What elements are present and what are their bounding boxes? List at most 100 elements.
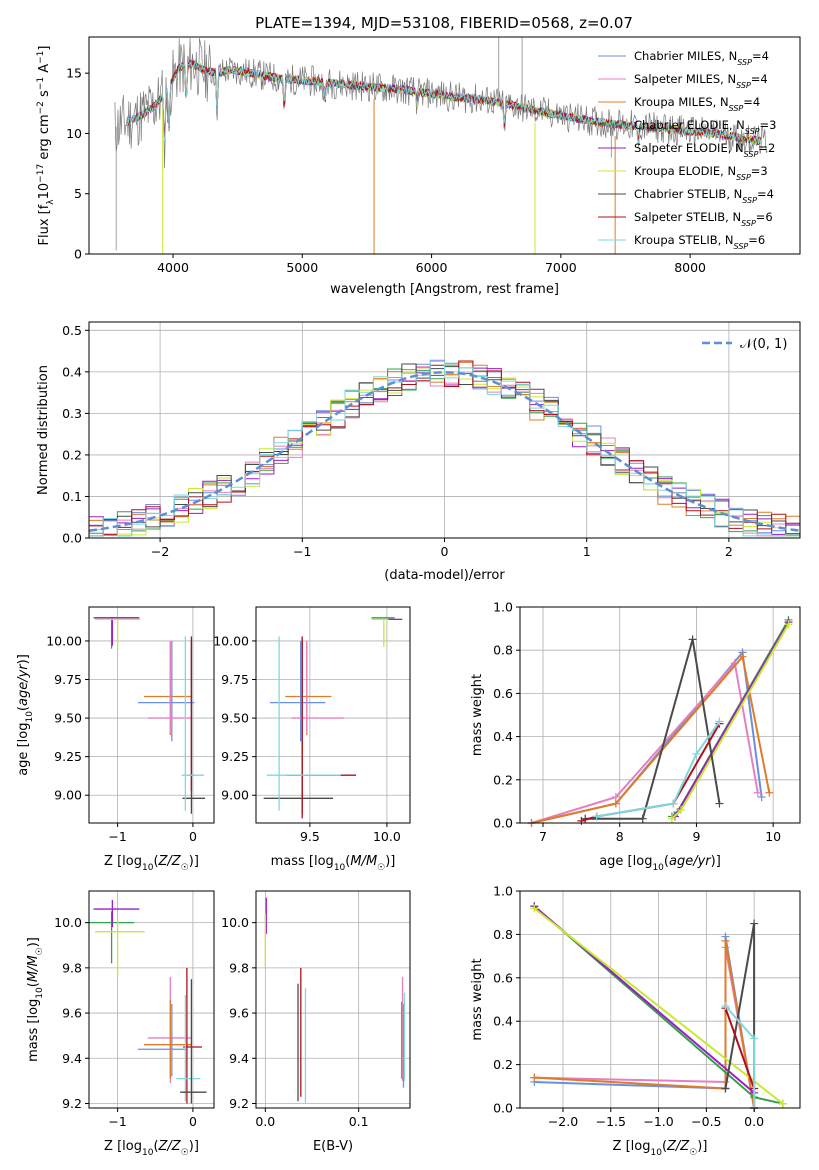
panel-mass-weight-vs-Z: −2.0 −1.5 −1.0 −0.5 0.0 0.0 0.2 0.4 0.6 0.8 1.0 [493, 884, 801, 1129]
x-axis-label: (data-model)/error [384, 568, 505, 583]
x-tick-label: −1.0 [643, 1114, 673, 1129]
y-axis-label: mass weight [470, 674, 485, 756]
mass-weight-marker [638, 814, 647, 823]
x-tick-label: 9 [692, 829, 700, 844]
y-tick-label: 9.4 [62, 1051, 82, 1066]
legend-label: Kroupa STELIB, NSSP=6 [634, 233, 765, 251]
plot-area [527, 615, 793, 827]
mass-weight-marker [738, 652, 747, 661]
x-tick-label: 0.0 [744, 1114, 764, 1129]
panel-mass-weight-vs-age: 7 8 9 10 0.0 0.2 0.4 0.6 0.8 1.0 [493, 600, 801, 844]
mass-weight-marker [721, 1002, 730, 1011]
mass-weight-marker [721, 1084, 730, 1093]
x-tick-label: −0.5 [691, 1114, 721, 1129]
x-tick-label: −1.5 [596, 1114, 626, 1129]
y-tick-label: 9.25 [54, 749, 82, 764]
x-tick-label: −1 [108, 1114, 126, 1129]
x-axis-label: wavelength [Angstrom, rest frame] [330, 282, 559, 297]
mass-weight-marker [577, 816, 586, 825]
y-tick-label: 5 [74, 186, 82, 201]
y-tick-label: 0.2 [493, 1057, 513, 1072]
x-tick-label: 2 [725, 544, 733, 559]
mass-weight-marker [753, 788, 762, 797]
plot-area [264, 897, 406, 1104]
x-tick-label: −2.0 [548, 1114, 578, 1129]
x-tick-label: 8000 [674, 260, 706, 275]
y-tick-label: 10.0 [221, 915, 249, 930]
y-tick-label: 10 [66, 126, 82, 141]
mass-weight-line [596, 720, 721, 818]
x-axis-label: Z [log10(Z/Z☉)] [613, 1139, 708, 1158]
x-tick-label: 0 [189, 829, 197, 844]
x-axis-label: Z [log10(Z/Z☉)] [104, 854, 199, 873]
x-tick-label: 0.0 [255, 1114, 275, 1129]
x-tick-label: 8 [616, 829, 624, 844]
legend-label: Salpeter STELIB, NSSP=6 [634, 210, 773, 228]
legend: 𝒩(0, 1) [702, 337, 787, 352]
y-tick-label: 9.6 [62, 1006, 82, 1021]
x-tick-label: 0 [441, 544, 449, 559]
x-tick-label: −1 [108, 829, 126, 844]
plot-area [88, 359, 801, 537]
y-tick-label: 0.1 [62, 489, 82, 504]
mass-weight-marker [592, 812, 601, 821]
plot-area [89, 900, 207, 1104]
x-tick-label: 7 [539, 829, 547, 844]
y-tick-label: 0.3 [62, 406, 82, 421]
legend-label: Chabrier STELIB, NSSP=4 [634, 187, 774, 205]
panel-age-vs-mass: 9.5 10.0 9.00 9.25 9.50 9.75 10.00 [213, 606, 411, 844]
mass-weight-marker [669, 799, 678, 808]
y-axis-label: Flux [fλ10−17 erg cm−2 s−1 A−1] [36, 46, 56, 246]
y-tick-label: 9.2 [229, 1096, 249, 1111]
x-tick-label: 1 [583, 544, 591, 559]
x-tick-label: −2 [151, 544, 169, 559]
mass-weight-marker [757, 793, 766, 802]
y-tick-label: 9.50 [221, 711, 249, 726]
y-axis-label: mass [log10(M/M☉)] [26, 937, 45, 1062]
x-tick-label: 0 [189, 1114, 197, 1129]
x-tick-label: 0.1 [349, 1114, 369, 1129]
x-axis-label: age [log10(age/yr)] [599, 854, 721, 873]
y-tick-label: 0.8 [493, 927, 513, 942]
x-axis-label: Z [log10(Z/Z☉)] [104, 1139, 199, 1158]
mass-weight-marker [667, 814, 676, 823]
y-tick-label: 0.0 [62, 531, 82, 546]
axes-frame [88, 606, 215, 824]
legend-label: Salpeter ELODIE, NSSP=2 [634, 141, 775, 159]
y-tick-label: 0.5 [62, 323, 82, 338]
mass-weight-marker [677, 806, 686, 815]
mass-weight-marker [692, 749, 701, 758]
mass-weight-marker [688, 635, 697, 644]
mass-weight-line [531, 660, 759, 824]
y-tick-label: 9.00 [54, 788, 82, 803]
x-tick-label: 10.0 [373, 829, 401, 844]
legend-label: Kroupa ELODIE, NSSP=3 [634, 164, 768, 182]
mass-weight-marker [784, 620, 793, 629]
y-tick-label: 10.00 [213, 633, 249, 648]
legend: Chabrier MILES, NSSP=4 Salpeter MILES, NS… [598, 49, 776, 251]
panel-age-vs-Z: −1 0 9.00 9.25 9.50 9.75 10.00 [46, 606, 215, 844]
plot-area [263, 617, 403, 819]
mass-weight-line [585, 639, 721, 820]
y-tick-label: 0 [74, 247, 82, 262]
legend-label: Salpeter MILES, NSSP=4 [634, 72, 768, 90]
mass-weight-line [534, 940, 756, 1109]
y-tick-label: 9.50 [54, 711, 82, 726]
gaussian-reference-curve [88, 371, 801, 532]
y-tick-label: 1.0 [493, 600, 513, 615]
legend-label: Chabrier MILES, NSSP=4 [634, 49, 769, 67]
x-tick-label: −1 [293, 544, 311, 559]
y-tick-label: 0.6 [493, 970, 513, 985]
y-tick-label: 9.75 [221, 672, 249, 687]
y-axis-label: age [log10(age/yr)] [16, 654, 35, 776]
y-tick-label: 9.00 [221, 788, 249, 803]
mass-weight-line [531, 654, 771, 824]
axes-frame [255, 606, 411, 824]
y-tick-label: 10.00 [46, 633, 82, 648]
y-tick-label: 0.4 [493, 729, 513, 744]
mass-weight-line [533, 907, 784, 1105]
y-tick-label: 10.0 [54, 915, 82, 930]
y-tick-label: 0.8 [493, 643, 513, 658]
mass-weight-marker [530, 904, 539, 913]
